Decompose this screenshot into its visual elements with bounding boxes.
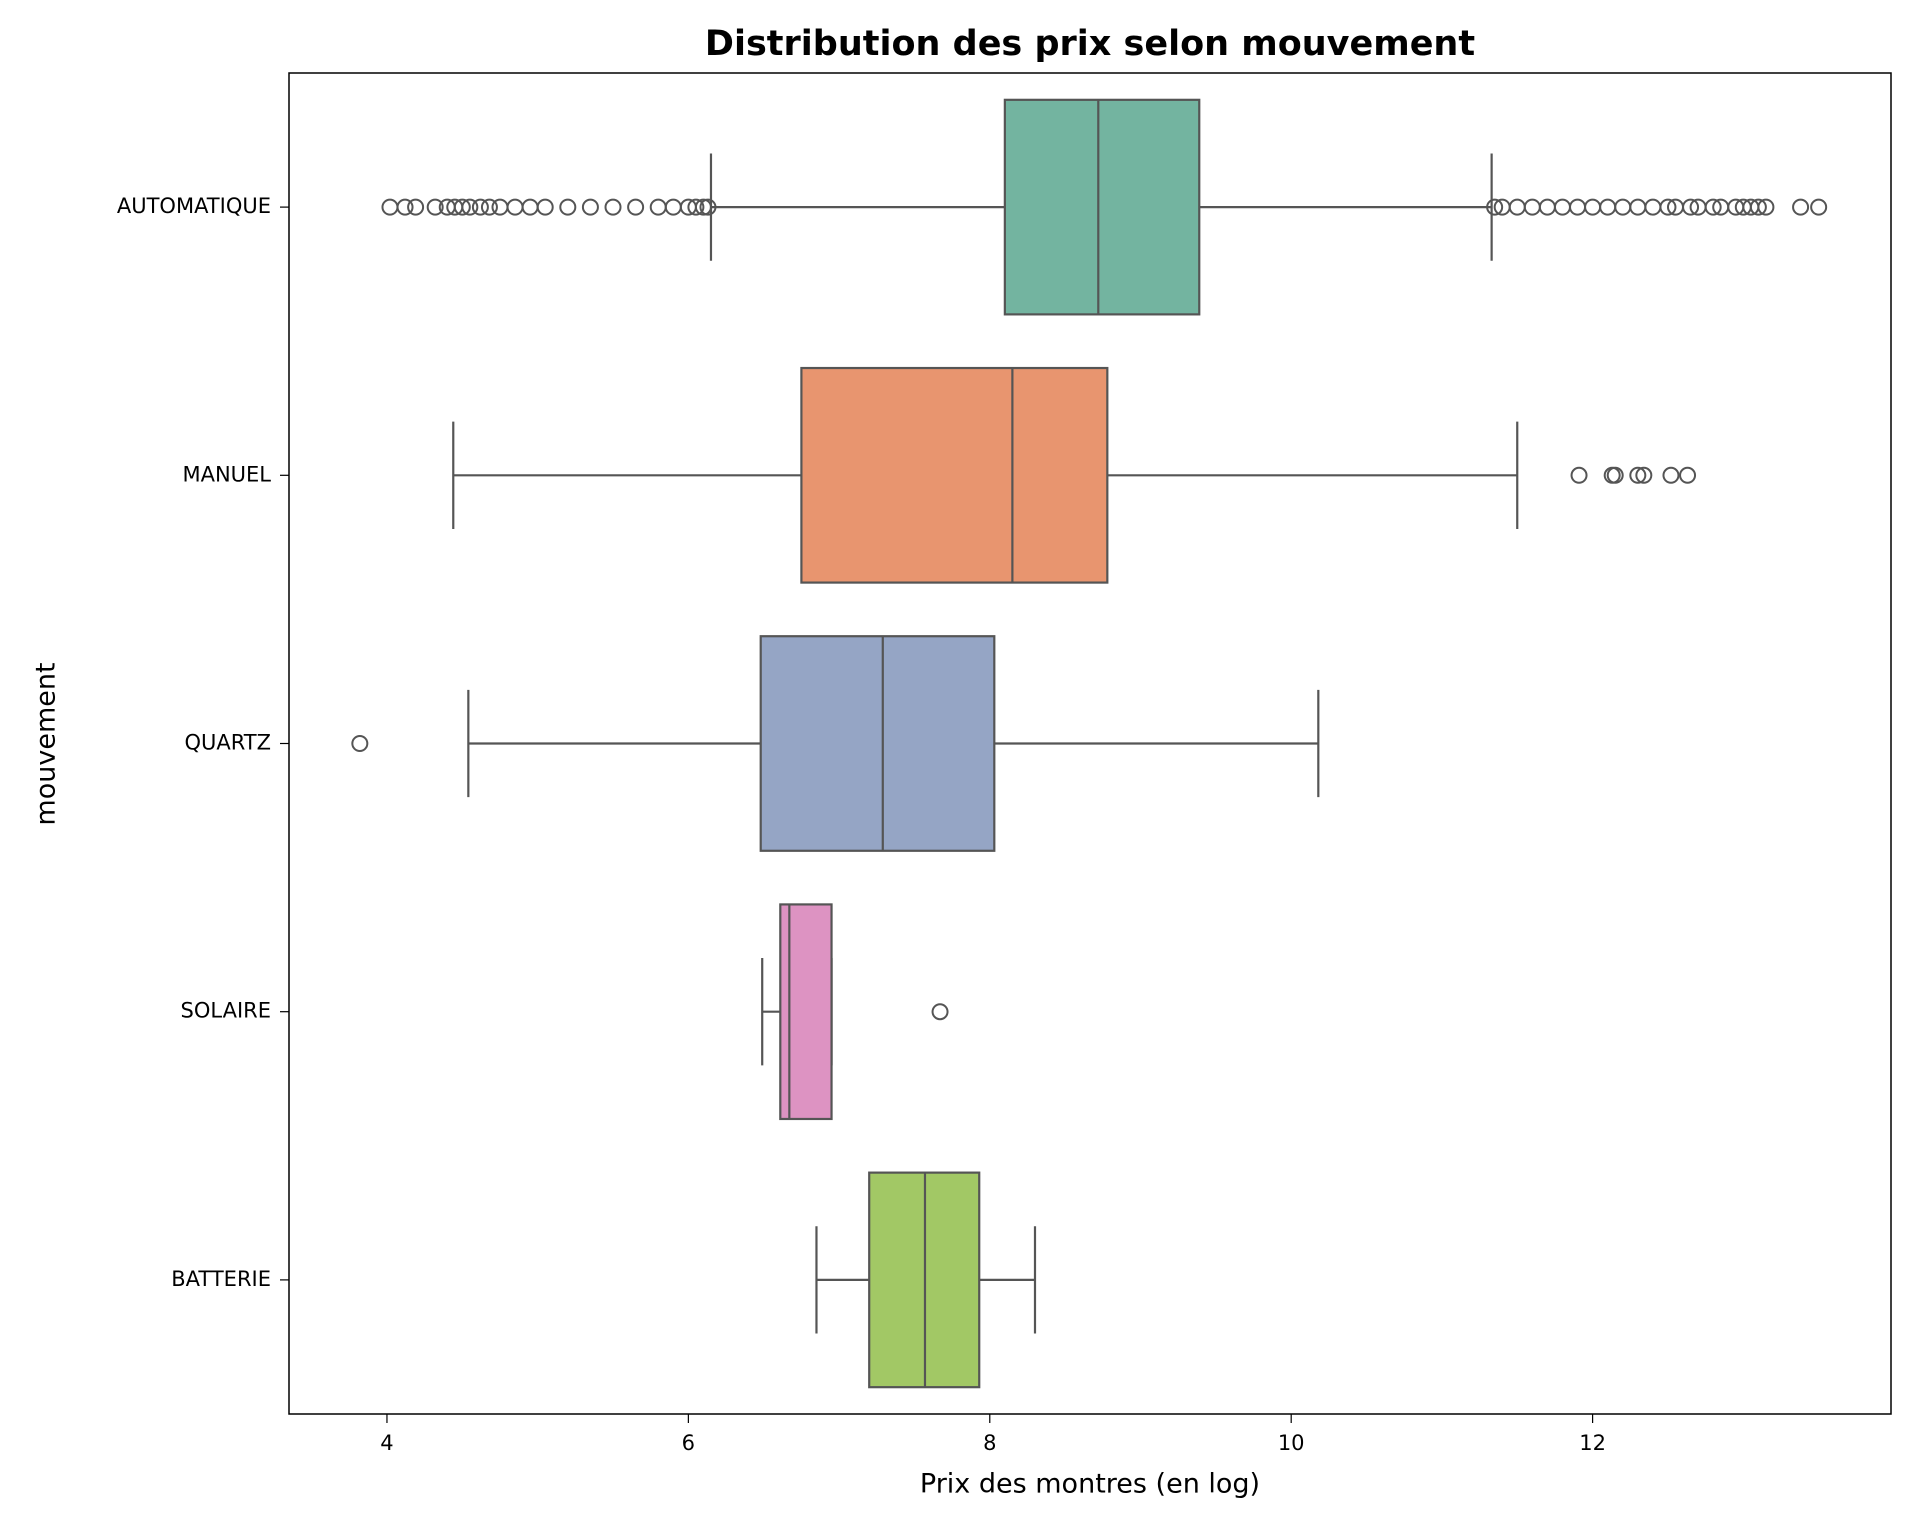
outlier [1538,198,1556,216]
y-tick-label: SOLAIRE [181,999,271,1023]
y-tick-label: BATTERIE [171,1267,271,1291]
plot-frame [288,72,1892,1415]
outlier [471,198,489,216]
y-tick-label: MANUEL [182,462,271,486]
outlier [1584,198,1602,216]
outlier [407,198,425,216]
x-tick-label: 4 [380,1431,393,1455]
outlier [453,198,471,216]
outlier [1523,198,1541,216]
outlier [396,198,414,216]
x-tick-label: 8 [983,1431,996,1455]
outlier [1757,198,1775,216]
outlier [1792,198,1810,216]
chart-title: Distribution des prix selon mouvement [705,24,1475,64]
y-axis-label: mouvement [31,662,62,825]
box [1003,98,1201,316]
outlier [1635,466,1653,484]
outlier [1508,198,1526,216]
outlier [536,198,554,216]
outlier [649,198,667,216]
outlier [1679,466,1697,484]
outlier [604,198,622,216]
outlier [351,735,369,752]
outlier [1682,198,1700,216]
x-axis-label: Prix des montres (en log) [920,1469,1260,1500]
outlier [381,198,399,216]
outlier [521,198,539,216]
y-tick-label: AUTOMATIQUE [117,194,271,218]
outlier [687,198,705,216]
outlier [1644,198,1662,216]
outlier [1662,466,1680,484]
outlier [1810,198,1828,216]
outlier [1599,198,1617,216]
outlier [1614,198,1632,216]
outlier [461,198,479,216]
outlier [664,198,682,216]
outlier [1704,198,1722,216]
outlier [931,1003,949,1021]
outlier [426,198,444,216]
outlier [1553,198,1571,216]
outlier [1629,466,1647,484]
x-tick-label: 10 [1278,1431,1305,1455]
box [759,635,996,852]
box [779,903,833,1121]
outlier [1569,198,1587,216]
outlier [559,198,577,216]
outlier [1629,198,1647,216]
outlier [506,198,524,216]
outlier [1486,198,1504,216]
outlier [491,198,509,216]
outlier [694,198,712,216]
outlier [581,198,599,216]
outlier [1570,466,1588,484]
outlier [627,198,645,216]
outlier [1659,198,1677,216]
outlier [1749,198,1767,216]
x-tick-label: 6 [682,1431,695,1455]
outlier [1606,466,1624,484]
outlier [480,198,498,216]
y-tick-label: QUARTZ [184,731,271,755]
x-tick-label: 12 [1579,1431,1606,1455]
box [800,366,1109,584]
outlier [699,198,717,216]
